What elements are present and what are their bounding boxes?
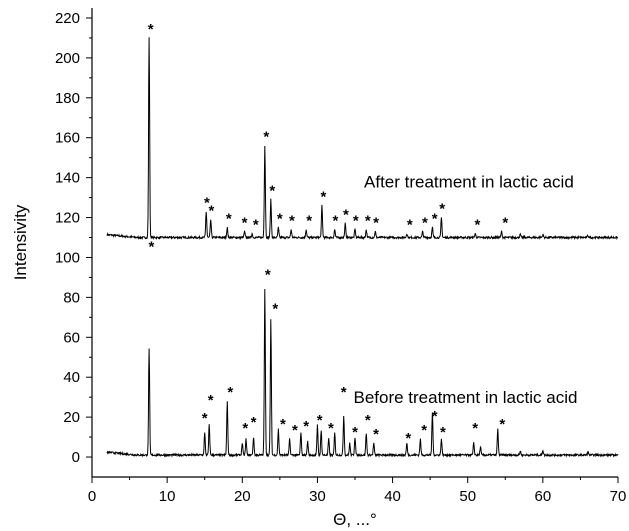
- peak-star-marker: *: [440, 424, 446, 441]
- x-tick-label: 30: [309, 488, 326, 505]
- peak-star-marker: *: [341, 384, 347, 401]
- peak-star-marker: *: [353, 213, 359, 230]
- peak-star-marker: *: [251, 414, 257, 431]
- peak-star-marker: *: [265, 266, 271, 283]
- peak-star-marker: *: [365, 412, 371, 429]
- peak-star-marker: *: [269, 183, 275, 200]
- peak-star-marker: *: [421, 422, 427, 439]
- y-tick-label: 60: [63, 329, 80, 346]
- peak-star-marker: *: [289, 213, 295, 230]
- peak-star-marker: *: [306, 213, 312, 230]
- series-line-0: [106, 37, 619, 241]
- peak-star-marker: *: [253, 217, 259, 234]
- y-tick-label: 40: [63, 369, 80, 386]
- peak-markers: *** * * **** * *** * * * * * * *** **** ** **** * * * *****…: [148, 21, 509, 447]
- y-tick-label: 140: [55, 170, 80, 187]
- peak-star-marker: *: [343, 207, 349, 224]
- x-tick-label: 60: [535, 488, 552, 505]
- peak-star-marker: *: [333, 213, 339, 230]
- peak-star-marker: *: [226, 211, 232, 228]
- peak-star-marker: *: [432, 211, 438, 228]
- peak-star-marker: *: [148, 238, 154, 255]
- y-tick-label: 20: [63, 409, 80, 426]
- peak-star-marker: *: [263, 129, 269, 146]
- series-annotation-after: After treatment in lactic acid: [364, 173, 574, 192]
- y-axis-label: Intensivity: [11, 204, 30, 280]
- peak-star-marker: *: [472, 420, 478, 437]
- peak-star-marker: *: [422, 215, 428, 232]
- peak-star-marker: *: [209, 203, 215, 220]
- x-tick-label: 70: [610, 488, 627, 505]
- y-tick-label: 220: [55, 10, 80, 27]
- x-tick-label: 20: [234, 488, 251, 505]
- peak-star-marker: *: [202, 410, 208, 427]
- x-axis-label: Θ, ...°: [333, 510, 377, 529]
- peak-star-marker: *: [272, 300, 278, 317]
- peak-star-marker: *: [321, 189, 327, 206]
- series-layer: [106, 37, 619, 458]
- peak-star-marker: *: [439, 201, 445, 218]
- axis-ticks: 0 20 40 60 80 100 120 140 160 180 200 220 0 10 20 30 40 5…: [55, 10, 626, 505]
- peak-star-marker: *: [280, 416, 286, 433]
- y-tick-label: 120: [55, 210, 80, 227]
- peak-star-marker: *: [292, 422, 298, 439]
- peak-star-marker: *: [277, 211, 283, 228]
- peak-star-marker: *: [373, 426, 379, 443]
- y-tick-label: 80: [63, 289, 80, 306]
- peak-star-marker: *: [227, 384, 233, 401]
- peak-star-marker: *: [499, 416, 505, 433]
- y-tick-label: 160: [55, 130, 80, 147]
- series-line-1: [106, 288, 619, 458]
- peak-star-marker: *: [373, 215, 379, 232]
- y-tick-label: 0: [72, 449, 80, 466]
- peak-star-marker: *: [317, 412, 323, 429]
- peak-star-marker: *: [475, 217, 481, 234]
- series-annotation-before: Before treatment in lactic acid: [353, 388, 577, 407]
- y-tick-label: 180: [55, 90, 80, 107]
- x-tick-label: 10: [159, 488, 176, 505]
- peak-star-marker: *: [242, 215, 248, 232]
- peak-star-marker: *: [407, 217, 413, 234]
- peak-star-marker: *: [352, 424, 358, 441]
- peak-star-marker: *: [242, 420, 248, 437]
- y-tick-label: 100: [55, 249, 80, 266]
- peak-star-marker: *: [432, 408, 438, 425]
- x-tick-label: 0: [88, 488, 96, 505]
- peak-star-marker: *: [365, 213, 371, 230]
- peak-star-marker: *: [502, 215, 508, 232]
- peak-star-marker: *: [328, 420, 334, 437]
- peak-star-marker: *: [303, 418, 309, 435]
- peak-star-marker: *: [148, 21, 154, 38]
- x-tick-label: 40: [384, 488, 401, 505]
- peak-star-marker: *: [204, 195, 210, 212]
- peak-star-marker: *: [405, 430, 411, 447]
- peak-star-marker: *: [208, 392, 214, 409]
- y-tick-label: 200: [55, 50, 80, 67]
- x-tick-label: 50: [459, 488, 476, 505]
